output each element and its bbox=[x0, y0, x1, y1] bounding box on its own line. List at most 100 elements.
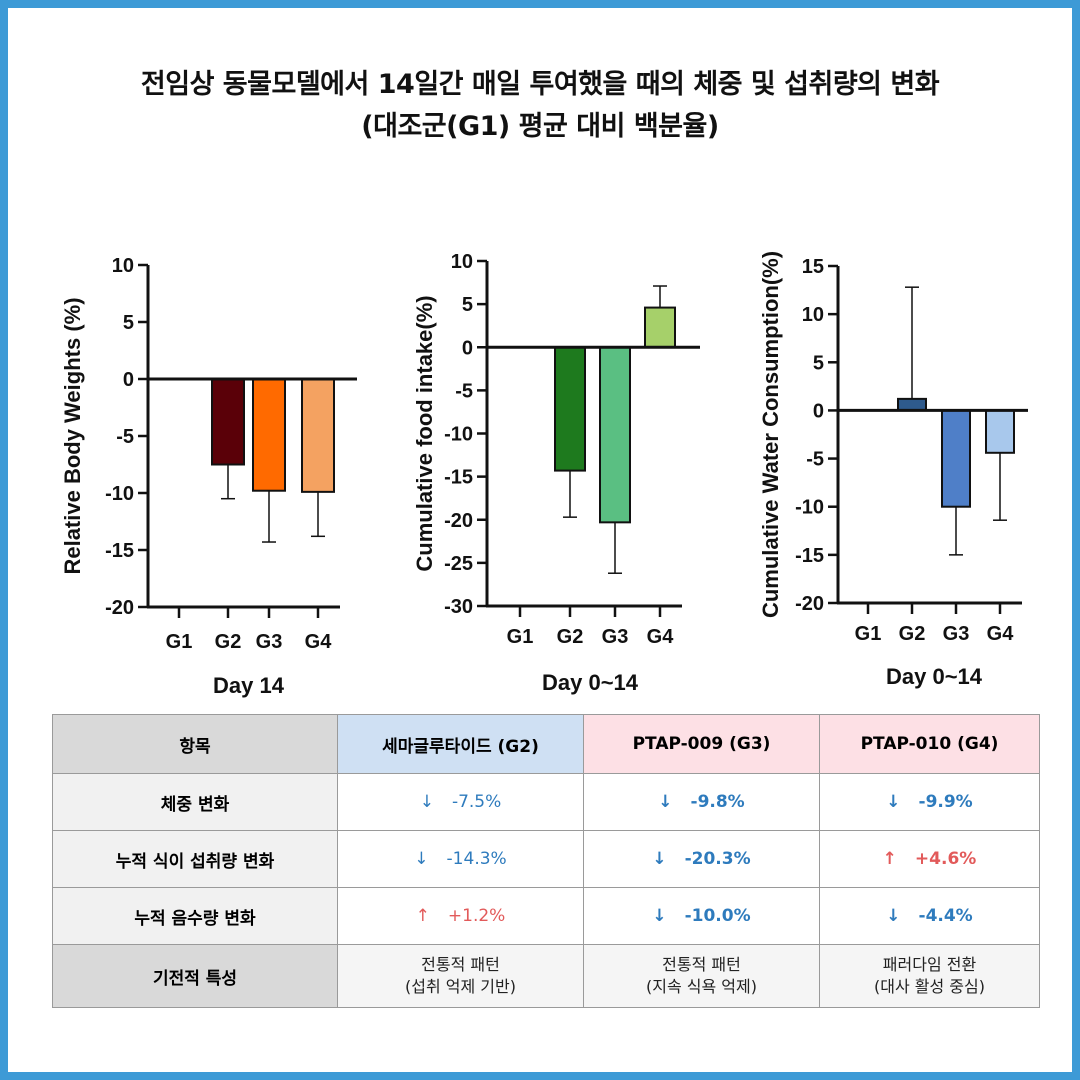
mechanism-cell-g4: 패러다임 전환 (대사 활성 중심) bbox=[819, 944, 1040, 1008]
table-row: 누적 음수량 변화 ↑ +1.2% ↓ -10.0% ↓ -4.4% bbox=[52, 887, 1040, 945]
y-tick-label: 5 bbox=[123, 312, 134, 334]
header-g3: PTAP-009 (G3) bbox=[583, 714, 820, 774]
arrow-down-icon: ↓ bbox=[419, 792, 434, 812]
table-row: 누적 식이 섭취량 변화 ↓ -14.3% ↓ -20.3% ↑ +4.6% bbox=[52, 830, 1040, 888]
y-tick-label: -10 bbox=[105, 483, 134, 505]
y-tick-label: 0 bbox=[813, 400, 824, 422]
y-tick-label: -15 bbox=[444, 467, 473, 489]
chart-2: G1 G2 G3 G4 10 5 0 -5 -10 -15 -20 -25 -30 Cumulative … bbox=[412, 251, 700, 695]
value-cell: ↓ -4.4% bbox=[819, 887, 1040, 945]
table-row: 체중 변화 ↓ -7.5% ↓ -9.8% ↓ -9.9% bbox=[52, 773, 1040, 831]
x-axis-label: Day 0~14 bbox=[886, 664, 983, 689]
title-line-1: 전임상 동물모델에서 14일간 매일 투여했을 때의 체중 및 섭취량의 변화 bbox=[140, 69, 940, 100]
value-text: -9.8% bbox=[690, 792, 745, 812]
y-tick-label: 0 bbox=[123, 369, 134, 391]
value-text: +1.2% bbox=[447, 906, 506, 926]
mechanism-text: 전통적 패턴 bbox=[662, 955, 741, 974]
mechanism-text: 패러다임 전환 bbox=[882, 955, 977, 974]
row-label: 기전적 특성 bbox=[52, 944, 338, 1008]
y-tick-label: -5 bbox=[455, 380, 473, 402]
mechanism-subtext: (섭취 억제 기반) bbox=[405, 977, 516, 996]
chart-1: G1 G2 G3 G4 10 5 0 -5 -10 -15 -20 Relative Body Wei… bbox=[60, 255, 357, 698]
title-line-2: (대조군(G1) 평균 대비 백분율) bbox=[361, 111, 719, 142]
mechanism-cell-g3: 전통적 패턴 (지속 식욕 억제) bbox=[583, 944, 820, 1008]
y-tick-label: 15 bbox=[802, 256, 824, 278]
y-tick-label: 0 bbox=[462, 337, 473, 359]
comparison-table: 항목 세마글루타이드 (G2) PTAP-009 (G3) PTAP-010 (… bbox=[52, 714, 1040, 1008]
value-cell: ↓ -7.5% bbox=[337, 773, 584, 831]
mechanism-subtext: (대사 활성 중심) bbox=[874, 977, 985, 996]
y-tick-label: -20 bbox=[444, 510, 473, 532]
arrow-up-icon: ↑ bbox=[882, 849, 897, 869]
value-cell: ↓ -10.0% bbox=[583, 887, 820, 945]
value-text: -20.3% bbox=[684, 849, 751, 869]
arrow-down-icon: ↓ bbox=[414, 849, 429, 869]
x-axis-label: Day 0~14 bbox=[542, 670, 639, 695]
y-tick-label: -15 bbox=[795, 545, 824, 567]
table-header-row: 항목 세마글루타이드 (G2) PTAP-009 (G3) PTAP-010 (… bbox=[52, 714, 1040, 774]
arrow-up-icon: ↑ bbox=[415, 906, 430, 926]
row-label: 누적 음수량 변화 bbox=[52, 887, 338, 945]
arrow-down-icon: ↓ bbox=[652, 849, 667, 869]
value-cell: ↑ +1.2% bbox=[337, 887, 584, 945]
arrow-down-icon: ↓ bbox=[886, 906, 901, 926]
y-tick-label: -25 bbox=[444, 553, 473, 575]
x-tick-label: G3 bbox=[943, 623, 970, 645]
x-tick-label: G4 bbox=[305, 631, 333, 653]
arrow-down-icon: ↓ bbox=[658, 792, 673, 812]
y-tick-label: 10 bbox=[451, 251, 473, 273]
header-g2: 세마글루타이드 (G2) bbox=[337, 714, 584, 774]
y-tick-label: -5 bbox=[116, 426, 134, 448]
bar-G3 bbox=[599, 346, 631, 524]
value-text: -9.9% bbox=[918, 792, 973, 812]
bar-G2 bbox=[897, 397, 927, 412]
y-tick-label: -10 bbox=[444, 424, 473, 446]
x-tick-label: G4 bbox=[647, 626, 675, 648]
x-tick-label: G4 bbox=[987, 623, 1015, 645]
bar-G4 bbox=[301, 378, 335, 493]
x-tick-label: G1 bbox=[507, 626, 534, 648]
value-text: -4.4% bbox=[918, 906, 973, 926]
value-text: -14.3% bbox=[446, 849, 507, 869]
x-axis-label: Day 14 bbox=[213, 673, 285, 698]
y-tick-label: 10 bbox=[112, 255, 134, 277]
y-tick-label: 5 bbox=[813, 352, 824, 374]
header-g4: PTAP-010 (G4) bbox=[819, 714, 1040, 774]
y-axis-label: Relative Body Weights (%) bbox=[60, 297, 85, 574]
arrow-down-icon: ↓ bbox=[652, 906, 667, 926]
value-cell: ↑ +4.6% bbox=[819, 830, 1040, 888]
y-tick-label: -5 bbox=[806, 449, 824, 471]
row-label: 누적 식이 섭취량 변화 bbox=[52, 830, 338, 888]
mechanism-subtext: (지속 식욕 억제) bbox=[646, 977, 757, 996]
mechanism-text: 전통적 패턴 bbox=[421, 955, 500, 974]
x-tick-label: G1 bbox=[855, 623, 882, 645]
header-item: 항목 bbox=[52, 714, 338, 774]
y-tick-label: -20 bbox=[105, 597, 134, 619]
chart-3: G1 G2 G3 G4 15 10 5 0 -5 -10 -15 -20 Cumulative Wate… bbox=[758, 251, 1028, 689]
y-tick-label: -10 bbox=[795, 497, 824, 519]
y-tick-label: -15 bbox=[105, 540, 134, 562]
y-tick-label: -20 bbox=[795, 593, 824, 615]
x-tick-label: G1 bbox=[166, 631, 193, 653]
x-tick-label: G3 bbox=[256, 631, 283, 653]
x-tick-label: G2 bbox=[215, 631, 242, 653]
bar-G4 bbox=[644, 306, 676, 349]
bar-G2 bbox=[211, 378, 245, 466]
arrow-down-icon: ↓ bbox=[886, 792, 901, 812]
charts-area: G1 G2 G3 G4 10 5 0 -5 -10 -15 -20 Relative Body Wei… bbox=[60, 251, 1028, 698]
value-cell: ↓ -20.3% bbox=[583, 830, 820, 888]
value-text: +4.6% bbox=[914, 849, 977, 869]
y-tick-label: 5 bbox=[462, 294, 473, 316]
y-tick-label: -30 bbox=[444, 596, 473, 618]
y-tick-label: 10 bbox=[802, 304, 824, 326]
bar-G3 bbox=[941, 409, 971, 508]
x-tick-label: G2 bbox=[899, 623, 926, 645]
value-cell: ↓ -9.9% bbox=[819, 773, 1040, 831]
x-tick-label: G3 bbox=[602, 626, 629, 648]
value-text: -7.5% bbox=[451, 792, 502, 812]
y-axis-label: Cumulative food intake(%) bbox=[412, 295, 437, 571]
bar-G3 bbox=[252, 378, 286, 492]
y-axis-label: Cumulative Water Consumption(%) bbox=[758, 251, 783, 618]
bar-G2 bbox=[554, 346, 586, 472]
